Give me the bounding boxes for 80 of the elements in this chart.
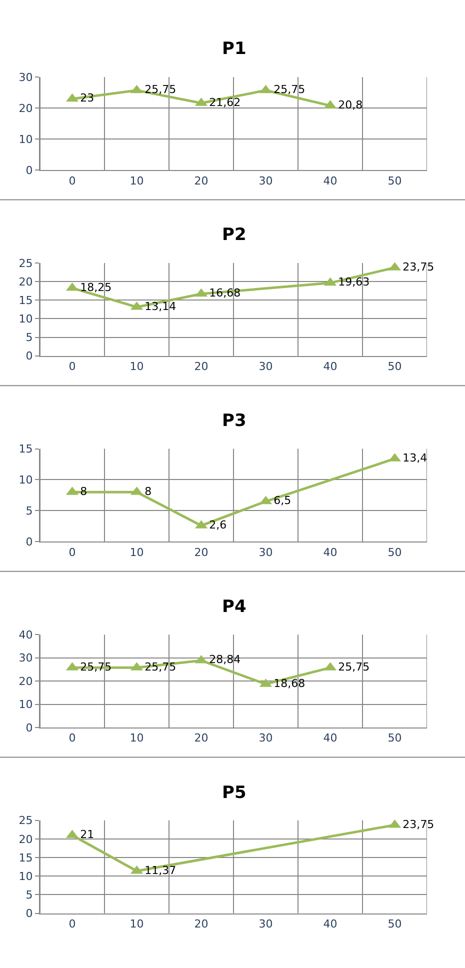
y-tick-label: 0	[26, 536, 33, 549]
y-tick-label: 0	[26, 721, 33, 734]
x-tick-label: 0	[68, 546, 76, 559]
y-tick-label: 40	[18, 628, 33, 642]
y-tick-label: 20	[18, 275, 33, 288]
x-tick-label: 10	[130, 360, 144, 374]
y-tick-label: 0	[26, 907, 33, 920]
x-tick-label: 10	[130, 917, 144, 930]
y-tick-label: 10	[18, 132, 33, 146]
x-tick-label: 0	[68, 917, 76, 930]
x-tick-label: 20	[194, 174, 208, 188]
data-label: 6,5	[274, 494, 292, 508]
data-label: 25,75	[144, 83, 176, 96]
y-tick-label: 0	[26, 164, 33, 177]
x-tick-label: 40	[323, 732, 338, 745]
x-tick-label: 20	[194, 917, 208, 930]
y-tick-label: 20	[18, 832, 33, 846]
x-tick-label: 30	[258, 917, 273, 930]
y-tick-label: 5	[26, 888, 33, 902]
y-tick-label: 20	[18, 674, 33, 688]
x-tick-label: 0	[68, 174, 76, 188]
y-tick-label: 15	[18, 294, 33, 307]
y-tick-label: 30	[18, 71, 33, 84]
data-label: 20,8	[338, 98, 363, 112]
x-tick-label: 30	[258, 360, 273, 374]
y-tick-label: 25	[18, 256, 33, 270]
y-tick-label: 30	[18, 652, 33, 665]
data-label: 13,14	[144, 300, 176, 313]
y-tick-label: 5	[26, 331, 33, 344]
x-tick-label: 50	[388, 917, 402, 930]
x-tick-label: 50	[388, 174, 402, 188]
x-tick-label: 10	[130, 732, 144, 745]
x-tick-label: 40	[323, 360, 338, 374]
x-tick-label: 0	[68, 360, 76, 374]
y-tick-label: 15	[18, 851, 33, 864]
y-tick-label: 10	[18, 312, 33, 326]
chart-title: P3	[222, 411, 246, 431]
data-label: 21,62	[209, 96, 241, 109]
x-tick-label: 40	[323, 917, 338, 930]
chart-title: P2	[222, 225, 246, 245]
data-label: 13,4	[402, 451, 428, 464]
data-label: 8	[80, 484, 88, 498]
data-label: 2,6	[209, 518, 227, 532]
y-tick-label: 25	[18, 814, 33, 828]
x-tick-label: 40	[323, 546, 338, 559]
data-label: 23,75	[402, 818, 434, 831]
x-tick-label: 30	[258, 546, 273, 559]
x-tick-label: 50	[388, 360, 402, 374]
x-tick-label: 30	[258, 174, 273, 188]
data-label: 19,63	[338, 276, 370, 289]
data-label: 25,75	[80, 660, 112, 674]
x-tick-label: 20	[194, 546, 208, 559]
chart-title: P5	[222, 783, 246, 803]
data-label: 18,25	[80, 280, 112, 294]
x-tick-label: 50	[388, 732, 402, 745]
y-tick-label: 0	[26, 350, 33, 363]
chart-title: P1	[222, 39, 246, 59]
data-label: 25,75	[274, 83, 306, 96]
data-label: 21	[80, 828, 94, 841]
data-label: 11,37	[144, 864, 176, 877]
data-label: 18,68	[274, 676, 306, 690]
y-tick-label: 10	[18, 870, 33, 883]
y-tick-label: 15	[18, 442, 33, 456]
x-tick-label: 20	[194, 732, 208, 745]
y-tick-label: 10	[18, 698, 33, 712]
y-tick-label: 20	[18, 102, 33, 115]
y-tick-label: 5	[26, 504, 33, 518]
x-tick-label: 20	[194, 360, 208, 374]
data-label: 8	[144, 484, 152, 498]
data-label: 23,75	[402, 260, 434, 274]
x-tick-label: 10	[130, 174, 144, 188]
x-tick-label: 40	[323, 174, 338, 188]
chart-title: P4	[222, 597, 246, 617]
data-label: 28,84	[209, 653, 241, 666]
y-tick-label: 10	[18, 474, 33, 487]
data-label: 25,75	[338, 660, 370, 674]
x-tick-label: 0	[68, 732, 76, 745]
x-tick-label: 10	[130, 546, 144, 559]
x-tick-label: 30	[258, 732, 273, 745]
x-tick-label: 50	[388, 546, 402, 559]
